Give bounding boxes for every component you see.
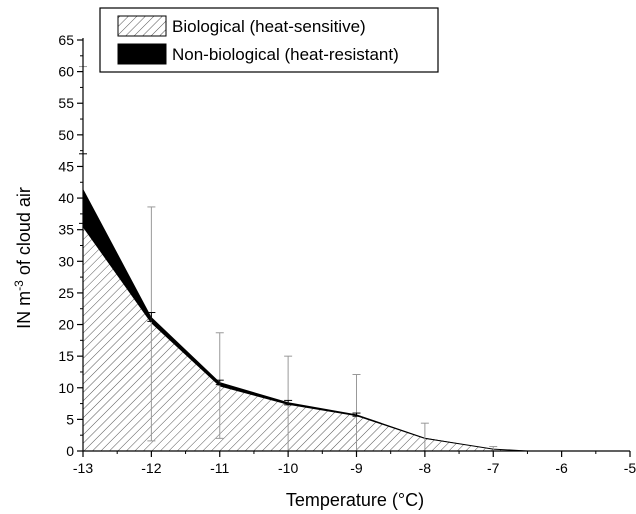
x-tick-label: -6	[555, 460, 568, 476]
y-axis-title-rest: of cloud air	[14, 187, 34, 280]
area-layers	[82, 188, 528, 452]
x-tick-label: -5	[624, 460, 636, 476]
error-bar-biological	[215, 332, 224, 439]
y-tick-label: 5	[66, 411, 74, 427]
axes: -13 -12 -11 -10 -9 -8 -7 -6 -5 0 5 10 15 20 25 30 35 40 45…	[58, 32, 636, 476]
y-tick-label: 15	[58, 348, 74, 364]
legend-swatch-non-biological	[117, 43, 167, 65]
y-tick-label: 35	[58, 222, 74, 238]
x-tick-label: -12	[141, 460, 161, 476]
y-axis-title-exponent: -3	[12, 280, 26, 291]
x-axis-title: Temperature (°C)	[286, 490, 424, 510]
area-biological	[82, 224, 528, 452]
error-bar-non-biological	[352, 412, 361, 417]
x-tick-label: -8	[419, 460, 432, 476]
y-tick-label: 20	[58, 317, 74, 333]
error-bar-biological	[420, 422, 429, 451]
x-tick-label: -13	[73, 460, 93, 476]
x-tick-label: -10	[278, 460, 298, 476]
error-bar-non-biological	[215, 379, 224, 386]
y-tick-label: 50	[58, 127, 74, 143]
y-tick-label: 0	[66, 443, 74, 459]
y-axis-title: IN m-3 of cloud air	[12, 187, 34, 329]
y-tick-label: 65	[58, 32, 74, 48]
y-axis-title-main: IN m	[14, 291, 34, 329]
legend: Biological (heat-sensitive) Non-biologic…	[99, 7, 439, 73]
legend-label-biological: Biological (heat-sensitive)	[172, 17, 366, 36]
y-tick-label: 60	[58, 64, 74, 80]
x-tick-label: -11	[210, 460, 229, 476]
error-bar-biological	[489, 446, 498, 451]
legend-swatch-biological	[117, 15, 167, 37]
error-bar-biological	[147, 206, 156, 442]
y-tick-label: 55	[58, 95, 74, 111]
legend-label-non-biological: Non-biological (heat-resistant)	[172, 45, 399, 64]
x-tick-label: -7	[487, 460, 500, 476]
y-tick-label: 30	[58, 253, 74, 269]
y-tick-label: 45	[58, 158, 74, 174]
error-bar-non-biological	[284, 399, 293, 406]
y-tick-label: 25	[58, 285, 74, 301]
y-tick-label: 40	[58, 190, 74, 206]
x-tick-label: -9	[350, 460, 363, 476]
error-bar-non-biological	[147, 312, 156, 322]
y-tick-label: 10	[58, 380, 74, 396]
